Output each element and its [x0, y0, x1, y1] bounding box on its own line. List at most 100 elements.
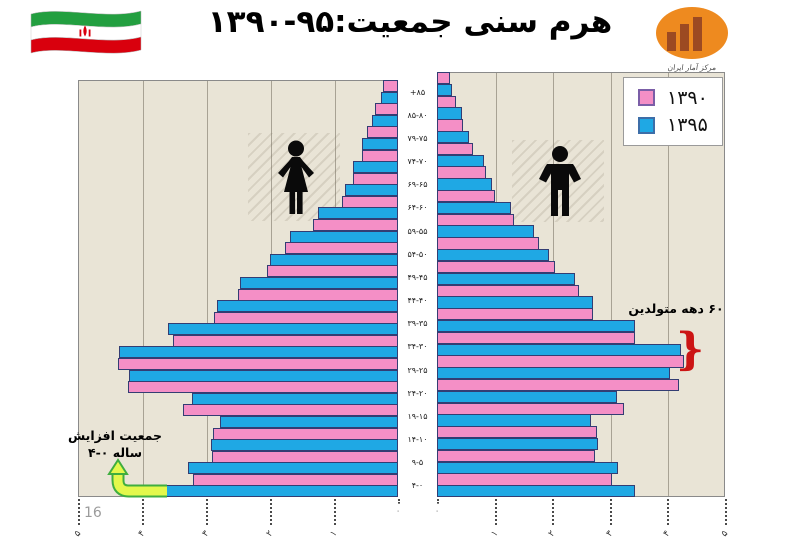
- bar-male-۱۳۹۰-۶۴-۶۰: [437, 190, 495, 203]
- bar-male-۱۳۹۵-۶۹-۶۵: [437, 178, 492, 191]
- bar-female-۱۳۹۵-۶۹-۶۵: [344, 184, 398, 197]
- bar-female-۱۳۹۰-۱۴-۱۰: [213, 427, 398, 440]
- age-group-label: ۹-۵: [411, 458, 424, 468]
- bar-male-۱۳۹۰-۱۴-۱۰: [437, 426, 597, 439]
- bar-female-۱۳۹۵-۷۹-۷۵: [362, 137, 398, 150]
- bar-male-۱۳۹۰-+۸۵: [437, 72, 451, 85]
- bar-female-۱۳۹۰-۵۹-۵۵: [312, 219, 398, 232]
- woman-icon: [278, 140, 314, 214]
- bar-female-۱۳۹۰-۷۹-۷۵: [366, 126, 398, 139]
- axis-tick-label: ۴: [136, 528, 148, 540]
- axis-tick: [78, 499, 80, 525]
- axis-tick: [398, 499, 400, 504]
- bar-male-۱۳۹۰-۳۹-۳۵: [437, 308, 593, 321]
- axis-tick: [494, 499, 497, 525]
- bar-male-۱۳۹۰-۸۵-۸۰: [437, 95, 456, 108]
- bar-male-۱۳۹۰-۷۴-۷۰: [437, 142, 474, 156]
- gridline: [668, 73, 670, 496]
- age-group-label: ۵۹-۵۵: [407, 226, 428, 236]
- age-group-label: ۳۴-۳۰: [407, 342, 428, 352]
- age-group-label: ۷۹-۷۵: [407, 133, 428, 143]
- bar-male-۱۳۹۵-۲۴-۲۰: [437, 390, 617, 404]
- bar-female-۱۳۹۵-۴۹-۴۵: [239, 276, 398, 289]
- age-group-label: ۱۹-۱۵: [407, 411, 428, 421]
- age-group-label: ۶۹-۶۵: [407, 180, 428, 190]
- bar-male-۱۳۹۵-+۸۵: [437, 83, 452, 97]
- bar-male-۱۳۹۰-۴۹-۴۵: [437, 260, 555, 274]
- axis-tick: [334, 499, 336, 525]
- bar-male-۱۳۹۰-۳۴-۳۰: [437, 331, 636, 345]
- bar-male-۱۳۹۰-۵۹-۵۵: [437, 213, 514, 226]
- bar-male-۱۳۹۰-۴-۰: [437, 473, 613, 486]
- bar-female-۱۳۹۰-۳۴-۳۰: [172, 334, 398, 347]
- bar-male-۱۳۹۵-۴-۰: [437, 485, 636, 498]
- axis-tick: [142, 499, 144, 525]
- bar-male-۱۳۹۵-۳۹-۳۵: [437, 319, 636, 333]
- legend-label-1395: ۱۳۹۵: [667, 114, 708, 137]
- axis-tick-label: ۱: [328, 528, 340, 540]
- page-number: 16: [84, 505, 102, 521]
- age-group-label: ۴-۰: [411, 481, 424, 491]
- sixties-brace: }: [676, 324, 705, 375]
- bar-female-۱۳۹۰-۲۴-۲۰: [127, 381, 398, 394]
- sixties-annotation-label: ۶۰ دهه متولدین: [628, 301, 724, 316]
- gridline: [143, 81, 144, 496]
- axis-tick-label: ۲: [546, 528, 558, 540]
- age-group-label: ۴۹-۴۵: [407, 272, 428, 282]
- bar-male-۱۳۹۵-۷۹-۷۵: [437, 131, 470, 144]
- bar-female-۱۳۹۰-۶۴-۶۰: [341, 195, 398, 208]
- legend-item-1395: ۱۳۹۵: [638, 114, 722, 136]
- bar-female-۱۳۹۵-۵۹-۵۵: [289, 230, 398, 243]
- bar-female-۱۳۹۰-۷۴-۷۰: [362, 149, 398, 162]
- age-group-label: ۶۴-۶۰: [407, 203, 428, 213]
- bar-female-۱۳۹۰-۵۴-۵۰: [284, 242, 398, 255]
- axis-tick: [609, 499, 612, 525]
- bar-female-۱۳۹۰-۴-۰: [193, 473, 398, 486]
- sci-logo-caption: مرکز آمار ایران: [667, 63, 717, 72]
- bar-male-۱۳۹۰-۴۴-۴۰: [437, 284, 579, 297]
- bar-female-۱۳۹۰-۸۵-۸۰: [374, 103, 398, 116]
- bar-male-۱۳۹۵-۴۴-۴۰: [437, 296, 594, 309]
- bar-female-۱۳۹۵-۲۹-۲۵: [129, 369, 398, 382]
- gridline: [610, 73, 612, 496]
- bar-female-۱۳۹۰-۱۹-۱۵: [182, 404, 398, 417]
- bar-male-۱۳۹۰-۲۹-۲۵: [437, 355, 685, 368]
- age-group-label: ۲۹-۲۵: [407, 365, 428, 375]
- axis-tick-label: ۴: [662, 528, 673, 540]
- pop-increase-line2: ساله ۰-۴: [87, 445, 143, 460]
- axis-tick-label: ۵: [719, 528, 731, 540]
- age-group-label: ۵۴-۵۰: [407, 249, 428, 259]
- bar-male-۱۳۹۵-۹-۵: [437, 461, 618, 474]
- bar-female-۱۳۹۵-۱۹-۱۵: [220, 415, 398, 428]
- age-group-label: ۲۴-۲۰: [407, 388, 428, 398]
- iran-flag-icon: [30, 10, 142, 54]
- bar-male-۱۳۹۰-۲۴-۲۰: [437, 378, 679, 392]
- bar-male-۱۳۹۵-۶۴-۶۰: [437, 201, 511, 215]
- bar-female-۱۳۹۵-۲۴-۲۰: [191, 392, 398, 405]
- bar-male-۱۳۹۵-۵۹-۵۵: [437, 225, 534, 238]
- axis-tick: [552, 499, 555, 525]
- axis-tick-label: ۲: [264, 528, 276, 540]
- bar-male-۱۳۹۰-۶۹-۶۵: [437, 166, 486, 179]
- age-group-label: ۸۵-۸۰: [407, 110, 428, 120]
- bar-female-۱۳۹۰-۳۹-۳۵: [213, 311, 398, 324]
- bar-female-۱۳۹۵-۴۴-۴۰: [216, 300, 398, 313]
- bar-male-۱۳۹۰-۱۹-۱۵: [437, 402, 624, 415]
- bar-female-۱۳۹۵-۷۴-۷۰: [353, 161, 398, 174]
- bar-female-۱۳۹۰-۴۹-۴۵: [266, 265, 398, 278]
- axis-tick: [667, 499, 670, 525]
- axis-tick: [437, 499, 439, 504]
- bar-male-۱۳۹۵-۲۹-۲۵: [437, 367, 670, 380]
- increase-arrow-icon: [107, 458, 167, 498]
- bar-female-۱۳۹۵-+۸۵: [380, 91, 398, 104]
- bar-female-۱۳۹۵-۴-۰: [163, 485, 398, 498]
- axis-tick-label: ۳: [604, 528, 616, 540]
- man-icon: [539, 146, 581, 216]
- legend-label-1390: ۱۳۹۰: [667, 86, 708, 109]
- pop-increase-annotation: جمعیت افزایش ساله ۰-۴: [56, 427, 174, 461]
- bar-female-۱۳۹۵-۸۵-۸۰: [371, 114, 398, 127]
- age-group-label: ۱۴-۱۰: [407, 435, 428, 445]
- bar-male-۱۳۹۰-۹-۵: [437, 449, 595, 463]
- axis-tick-label: ۱: [489, 528, 500, 540]
